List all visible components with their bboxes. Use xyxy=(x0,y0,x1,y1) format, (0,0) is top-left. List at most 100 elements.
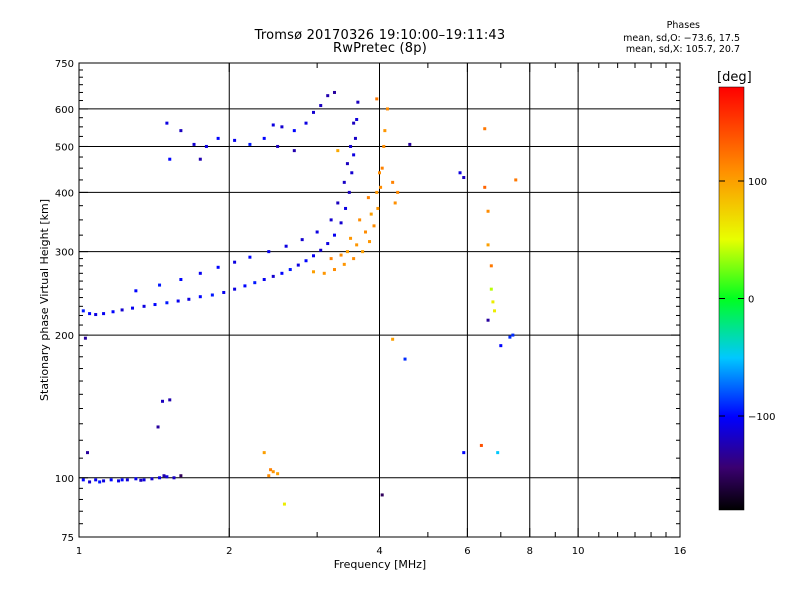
x-tick-label: 2 xyxy=(226,546,232,557)
data-point xyxy=(139,478,143,482)
data-point xyxy=(319,248,323,252)
data-point xyxy=(134,477,138,481)
data-point xyxy=(349,144,353,148)
data-point xyxy=(280,271,284,275)
data-point xyxy=(391,337,395,341)
data-point xyxy=(192,142,196,146)
data-point xyxy=(345,162,349,166)
data-point xyxy=(288,268,292,272)
data-point xyxy=(391,180,395,184)
data-point xyxy=(329,218,333,222)
data-point xyxy=(142,304,146,308)
data-point xyxy=(383,129,387,133)
data-point xyxy=(280,125,284,129)
data-point xyxy=(153,303,157,307)
data-point xyxy=(300,238,304,242)
y-tick-label: 300 xyxy=(55,248,74,259)
data-point xyxy=(511,333,515,337)
data-point xyxy=(161,399,165,403)
data-point xyxy=(243,284,247,288)
data-point xyxy=(380,166,384,170)
data-point xyxy=(267,474,271,478)
data-point xyxy=(102,312,106,316)
data-point xyxy=(315,230,319,234)
data-point xyxy=(271,470,275,474)
x-axis-label: Frequency [MHz] xyxy=(334,558,426,571)
data-point xyxy=(248,255,252,259)
data-point xyxy=(210,293,214,297)
data-point xyxy=(94,478,98,482)
data-point xyxy=(339,253,343,257)
data-point xyxy=(361,250,365,254)
data-point xyxy=(168,157,172,161)
data-point xyxy=(491,300,495,304)
scatter-points xyxy=(81,90,518,506)
data-point xyxy=(336,149,340,153)
data-point xyxy=(311,254,315,258)
data-point xyxy=(292,149,296,153)
data-point xyxy=(198,271,202,275)
data-point xyxy=(262,136,266,140)
colorbar-tick-label: 100 xyxy=(748,177,767,188)
data-point xyxy=(378,171,381,175)
stats-title: Phases xyxy=(666,20,700,31)
data-point xyxy=(369,212,373,216)
y-axis-ticks: 75 100 200 300 400 500 600 750 xyxy=(55,59,680,544)
data-point xyxy=(345,250,349,254)
y-tick-label: 200 xyxy=(55,331,74,342)
data-point xyxy=(94,313,98,317)
data-point xyxy=(204,144,208,148)
data-point xyxy=(403,357,407,361)
data-point xyxy=(319,104,323,108)
stats-x-mode: mean, sd,X: 105.7, 20.7 xyxy=(625,44,740,55)
data-point xyxy=(98,480,102,484)
data-point xyxy=(375,97,379,101)
data-point xyxy=(347,190,351,194)
data-point xyxy=(120,478,124,482)
data-point xyxy=(352,257,356,261)
data-point xyxy=(304,121,308,125)
y-axis-label: Stationary phase Virtual Height [km] xyxy=(38,199,51,401)
data-point xyxy=(462,451,466,455)
data-point xyxy=(168,398,172,402)
chart-title-line2: RwPretec (8p) xyxy=(333,41,427,56)
chart-title-line1: Tromsø 20170326 19:10:00–19:11:43 xyxy=(254,28,506,43)
data-point xyxy=(311,110,315,114)
data-point xyxy=(486,243,490,247)
data-point xyxy=(86,451,90,455)
plot-grid xyxy=(79,63,680,537)
data-point xyxy=(376,206,380,210)
data-point xyxy=(382,144,386,148)
data-point xyxy=(489,264,493,268)
data-point xyxy=(109,478,113,482)
data-point xyxy=(311,270,315,274)
data-point xyxy=(165,301,169,305)
data-point xyxy=(267,250,271,254)
data-point xyxy=(125,478,129,482)
data-point xyxy=(353,136,357,140)
y-tick-label: 75 xyxy=(61,533,74,544)
data-point xyxy=(233,138,237,142)
data-point xyxy=(142,478,146,482)
data-point xyxy=(336,201,340,205)
data-point xyxy=(332,268,336,272)
data-point xyxy=(332,233,336,237)
data-point xyxy=(339,221,343,225)
data-point xyxy=(462,176,466,180)
data-point xyxy=(179,474,183,478)
data-point xyxy=(233,260,237,264)
data-point xyxy=(393,201,397,205)
y-tick-label: 750 xyxy=(55,59,74,70)
data-point xyxy=(198,157,202,161)
data-point xyxy=(187,297,191,301)
data-point xyxy=(350,171,354,175)
data-point xyxy=(356,100,360,104)
data-point xyxy=(368,240,372,244)
data-point xyxy=(514,178,518,182)
data-point xyxy=(385,107,389,111)
data-point xyxy=(176,299,180,303)
data-point xyxy=(408,142,412,146)
data-point xyxy=(332,90,336,94)
data-point xyxy=(271,123,275,127)
